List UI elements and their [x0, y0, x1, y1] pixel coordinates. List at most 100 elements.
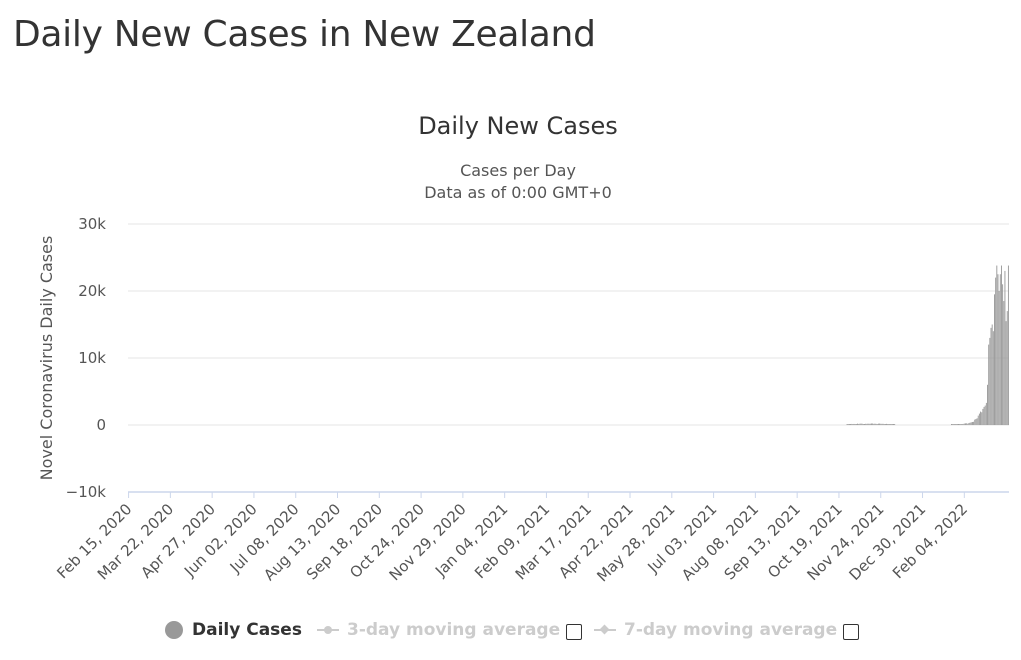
- bar-daily-cases[interactable]: [869, 423, 871, 425]
- bar-daily-cases[interactable]: [847, 424, 849, 425]
- bar-daily-cases[interactable]: [973, 421, 975, 425]
- bar-daily-cases[interactable]: [891, 424, 893, 425]
- bar-daily-cases[interactable]: [884, 424, 886, 425]
- bar-daily-cases[interactable]: [862, 424, 864, 425]
- bar-daily-cases[interactable]: [984, 405, 986, 425]
- bar-daily-cases[interactable]: [887, 424, 889, 425]
- bar-daily-cases[interactable]: [989, 337, 991, 425]
- bar-daily-cases[interactable]: [1004, 270, 1006, 425]
- bar-daily-cases[interactable]: [853, 423, 855, 425]
- bar-daily-cases[interactable]: [967, 423, 969, 425]
- bar-daily-cases[interactable]: [976, 418, 978, 425]
- bar-daily-cases[interactable]: [962, 423, 964, 425]
- bar-daily-cases[interactable]: [866, 423, 868, 425]
- bar-daily-cases[interactable]: [883, 424, 885, 425]
- bar-daily-cases[interactable]: [874, 423, 876, 425]
- bar-daily-cases[interactable]: [994, 294, 995, 425]
- bar-daily-cases[interactable]: [873, 423, 875, 425]
- bar-daily-cases[interactable]: [995, 277, 997, 425]
- bar-daily-cases[interactable]: [978, 413, 980, 425]
- bar-daily-cases[interactable]: [954, 424, 956, 425]
- bar-daily-cases[interactable]: [852, 424, 854, 425]
- bar-daily-cases[interactable]: [876, 424, 878, 425]
- bar-daily-cases[interactable]: [996, 265, 998, 425]
- legend-item-7-day-average[interactable]: 7-day moving average: [594, 616, 837, 644]
- bar-daily-cases[interactable]: [880, 423, 882, 425]
- bar-daily-cases[interactable]: [859, 423, 861, 425]
- bar-daily-cases[interactable]: [992, 331, 994, 425]
- bar-daily-cases[interactable]: [854, 424, 856, 425]
- bar-daily-cases[interactable]: [848, 424, 850, 425]
- bar-daily-cases[interactable]: [846, 424, 848, 425]
- bar-daily-cases[interactable]: [969, 422, 971, 425]
- bar-daily-cases[interactable]: [968, 422, 970, 425]
- bar-daily-cases[interactable]: [870, 423, 872, 425]
- bar-daily-cases[interactable]: [953, 424, 955, 425]
- bar-daily-cases[interactable]: [958, 424, 959, 425]
- bar-daily-cases[interactable]: [983, 406, 985, 425]
- bar-daily-cases[interactable]: [857, 423, 858, 425]
- bar-daily-cases[interactable]: [985, 402, 987, 425]
- bar-daily-cases[interactable]: [867, 423, 869, 425]
- bar-daily-cases[interactable]: [1007, 265, 1009, 425]
- bar-daily-cases[interactable]: [879, 423, 881, 425]
- line-circle-marker-icon: [317, 623, 339, 637]
- bar-daily-cases[interactable]: [988, 344, 990, 425]
- bar-daily-cases[interactable]: [963, 423, 965, 425]
- checkbox-3-day-average[interactable]: [566, 624, 582, 640]
- bar-daily-cases[interactable]: [865, 423, 867, 425]
- bar-daily-cases[interactable]: [1005, 321, 1007, 425]
- bar-daily-cases[interactable]: [961, 424, 963, 425]
- bar-daily-cases[interactable]: [971, 421, 973, 425]
- bar-daily-cases[interactable]: [977, 415, 979, 425]
- bar-daily-cases[interactable]: [1002, 284, 1004, 425]
- legend-item-3-day-average[interactable]: 3-day moving average: [317, 616, 560, 644]
- bar-daily-cases[interactable]: [868, 423, 870, 425]
- bar-daily-cases[interactable]: [951, 424, 953, 425]
- bar-daily-cases[interactable]: [959, 424, 961, 425]
- bar-daily-cases[interactable]: [875, 423, 877, 425]
- bar-daily-cases[interactable]: [889, 424, 891, 425]
- bar-daily-cases[interactable]: [975, 418, 977, 425]
- bar-daily-cases[interactable]: [952, 424, 954, 425]
- bar-daily-cases[interactable]: [966, 423, 968, 425]
- bar-daily-cases[interactable]: [987, 384, 988, 425]
- bar-daily-cases[interactable]: [881, 423, 883, 425]
- bar-daily-cases[interactable]: [894, 424, 896, 425]
- bar-daily-cases[interactable]: [991, 324, 993, 426]
- bar-daily-cases[interactable]: [980, 411, 982, 425]
- bar-daily-cases[interactable]: [965, 423, 966, 425]
- bar-daily-cases[interactable]: [851, 423, 853, 425]
- bar-daily-cases[interactable]: [990, 327, 992, 425]
- bar-daily-cases[interactable]: [970, 422, 972, 425]
- bar-daily-cases[interactable]: [960, 424, 962, 425]
- bar-daily-cases[interactable]: [877, 423, 879, 425]
- bar-daily-cases[interactable]: [999, 274, 1001, 425]
- bar-daily-cases[interactable]: [974, 419, 976, 425]
- bar-daily-cases[interactable]: [890, 424, 892, 425]
- bar-daily-cases[interactable]: [882, 423, 884, 425]
- bar-daily-cases[interactable]: [1000, 265, 1002, 425]
- bar-daily-cases[interactable]: [955, 424, 957, 425]
- checkbox-7-day-average[interactable]: [843, 624, 859, 640]
- bar-daily-cases[interactable]: [850, 424, 852, 425]
- bar-daily-cases[interactable]: [860, 423, 862, 425]
- bar-daily-cases[interactable]: [982, 408, 984, 425]
- bar-daily-cases[interactable]: [861, 423, 863, 425]
- bar-daily-cases[interactable]: [997, 274, 999, 425]
- bar-daily-cases[interactable]: [858, 423, 860, 425]
- bar-daily-cases[interactable]: [1006, 311, 1008, 425]
- bar-daily-cases[interactable]: [893, 424, 894, 425]
- bar-series-daily-cases[interactable]: [846, 265, 1009, 426]
- bar-daily-cases[interactable]: [872, 423, 874, 425]
- bar-daily-cases[interactable]: [998, 291, 1000, 425]
- bar-daily-cases[interactable]: [855, 424, 857, 425]
- bar-daily-cases[interactable]: [888, 424, 890, 425]
- legend-label-daily-cases: Daily Cases: [192, 620, 302, 640]
- bar-daily-cases[interactable]: [956, 424, 958, 425]
- bar-daily-cases[interactable]: [1003, 301, 1005, 425]
- bar-daily-cases[interactable]: [864, 424, 865, 425]
- legend-item-daily-cases[interactable]: Daily Cases: [165, 616, 302, 644]
- bar-daily-cases[interactable]: [981, 412, 983, 425]
- bar-daily-cases[interactable]: [886, 423, 888, 425]
